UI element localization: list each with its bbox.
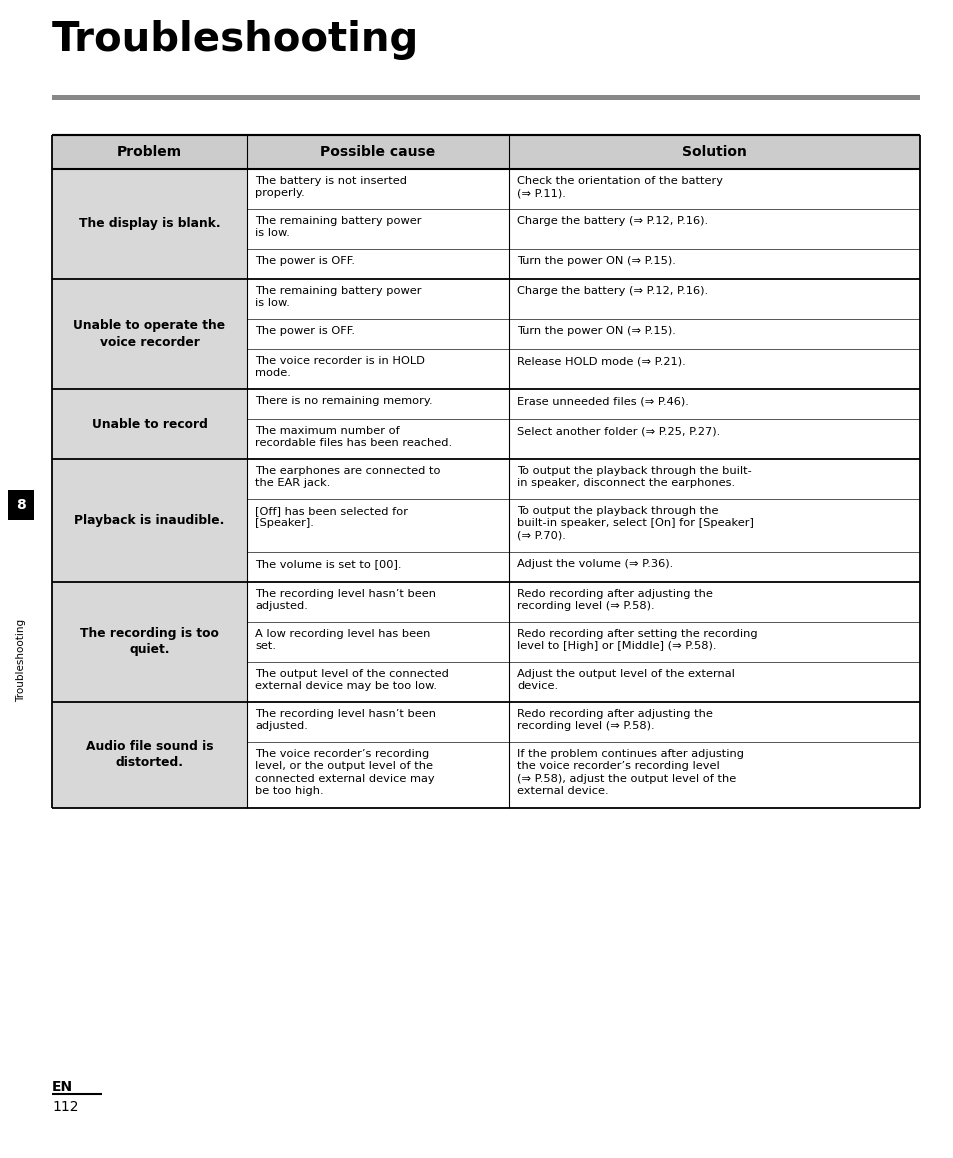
Text: To output the playback through the
built-in speaker, select [On] for [Speaker]
(: To output the playback through the built…: [517, 506, 753, 541]
Text: The remaining battery power
is low.: The remaining battery power is low.: [254, 286, 421, 308]
Text: Redo recording after setting the recording
level to [High] or [Middle] (⇒ P.58).: Redo recording after setting the recordi…: [517, 629, 757, 652]
Bar: [509, 582, 919, 622]
Bar: [509, 135, 919, 169]
Bar: [509, 552, 919, 582]
Text: The earphones are connected to
the EAR jack.: The earphones are connected to the EAR j…: [254, 466, 440, 489]
Bar: [247, 552, 509, 582]
Text: [Off] has been selected for
[Speaker].: [Off] has been selected for [Speaker].: [254, 506, 408, 528]
Bar: [509, 702, 919, 742]
Text: The remaining battery power
is low.: The remaining battery power is low.: [254, 217, 421, 239]
Bar: [52, 389, 247, 459]
Bar: [509, 662, 919, 702]
Text: Release HOLD mode (⇒ P.21).: Release HOLD mode (⇒ P.21).: [517, 356, 685, 366]
Text: Select another folder (⇒ P.25, P.27).: Select another folder (⇒ P.25, P.27).: [517, 426, 720, 437]
Bar: [247, 279, 509, 318]
Text: Adjust the output level of the external
device.: Adjust the output level of the external …: [517, 669, 734, 691]
Text: The voice recorder is in HOLD
mode.: The voice recorder is in HOLD mode.: [254, 356, 424, 379]
Bar: [509, 169, 919, 208]
Text: Playback is inaudible.: Playback is inaudible.: [74, 514, 225, 527]
Bar: [52, 279, 247, 389]
Bar: [509, 499, 919, 552]
Text: If the problem continues after adjusting
the voice recorder’s recording level
(⇒: If the problem continues after adjusting…: [517, 749, 743, 797]
Bar: [509, 279, 919, 318]
Bar: [247, 208, 509, 249]
Bar: [247, 622, 509, 662]
Text: Turn the power ON (⇒ P.15).: Turn the power ON (⇒ P.15).: [517, 327, 675, 336]
Text: Possible cause: Possible cause: [320, 145, 436, 159]
Text: 8: 8: [16, 498, 26, 512]
Bar: [247, 499, 509, 552]
Bar: [247, 582, 509, 622]
Text: A low recording level has been
set.: A low recording level has been set.: [254, 629, 430, 652]
Text: The display is blank.: The display is blank.: [78, 218, 220, 230]
Text: The voice recorder’s recording
level, or the output level of the
connected exter: The voice recorder’s recording level, or…: [254, 749, 435, 797]
Text: The power is OFF.: The power is OFF.: [254, 327, 355, 336]
Bar: [247, 459, 509, 499]
Bar: [52, 135, 247, 169]
Bar: [509, 208, 919, 249]
Text: Unable to operate the
voice recorder: Unable to operate the voice recorder: [73, 320, 225, 349]
Text: The battery is not inserted
properly.: The battery is not inserted properly.: [254, 176, 407, 198]
Text: Problem: Problem: [117, 145, 182, 159]
Bar: [509, 742, 919, 808]
Text: Check the orientation of the battery
(⇒ P.11).: Check the orientation of the battery (⇒ …: [517, 176, 722, 198]
Text: The recording level hasn’t been
adjusted.: The recording level hasn’t been adjusted…: [254, 589, 436, 611]
Bar: [509, 349, 919, 389]
Text: Charge the battery (⇒ P.12, P.16).: Charge the battery (⇒ P.12, P.16).: [517, 217, 707, 226]
Text: Erase unneeded files (⇒ P.46).: Erase unneeded files (⇒ P.46).: [517, 396, 688, 406]
Bar: [509, 318, 919, 349]
Text: To output the playback through the built-
in speaker, disconnect the earphones.: To output the playback through the built…: [517, 466, 751, 489]
Text: The output level of the connected
external device may be too low.: The output level of the connected extern…: [254, 669, 449, 691]
Text: Troubleshooting: Troubleshooting: [16, 618, 26, 702]
Bar: [509, 459, 919, 499]
Bar: [52, 702, 247, 808]
Bar: [509, 622, 919, 662]
Text: The recording is too
quiet.: The recording is too quiet.: [80, 628, 218, 657]
Bar: [509, 249, 919, 279]
Text: EN: EN: [52, 1080, 73, 1094]
Text: There is no remaining memory.: There is no remaining memory.: [254, 396, 432, 406]
Bar: [247, 349, 509, 389]
Bar: [509, 419, 919, 459]
Text: Solution: Solution: [681, 145, 746, 159]
Text: Turn the power ON (⇒ P.15).: Turn the power ON (⇒ P.15).: [517, 256, 675, 266]
Text: Troubleshooting: Troubleshooting: [52, 20, 418, 60]
Bar: [247, 318, 509, 349]
Bar: [247, 135, 509, 169]
Bar: [247, 419, 509, 459]
Text: Redo recording after adjusting the
recording level (⇒ P.58).: Redo recording after adjusting the recor…: [517, 589, 712, 611]
Text: Audio file sound is
distorted.: Audio file sound is distorted.: [86, 740, 213, 770]
Bar: [247, 249, 509, 279]
Text: Adjust the volume (⇒ P.36).: Adjust the volume (⇒ P.36).: [517, 559, 673, 569]
Text: Charge the battery (⇒ P.12, P.16).: Charge the battery (⇒ P.12, P.16).: [517, 286, 707, 296]
Text: Unable to record: Unable to record: [91, 418, 207, 431]
Text: Redo recording after adjusting the
recording level (⇒ P.58).: Redo recording after adjusting the recor…: [517, 709, 712, 732]
Bar: [52, 459, 247, 582]
Bar: [247, 169, 509, 208]
Bar: [509, 389, 919, 419]
Bar: [52, 582, 247, 702]
Text: The maximum number of
recordable files has been reached.: The maximum number of recordable files h…: [254, 426, 452, 448]
Bar: [52, 95, 919, 100]
Bar: [247, 389, 509, 419]
Bar: [8, 490, 34, 520]
Bar: [247, 702, 509, 742]
Bar: [247, 662, 509, 702]
Bar: [247, 742, 509, 808]
Text: The power is OFF.: The power is OFF.: [254, 256, 355, 266]
Text: The volume is set to [00].: The volume is set to [00].: [254, 559, 401, 569]
Bar: [52, 169, 247, 279]
Text: 112: 112: [52, 1100, 78, 1114]
Text: The recording level hasn’t been
adjusted.: The recording level hasn’t been adjusted…: [254, 709, 436, 732]
